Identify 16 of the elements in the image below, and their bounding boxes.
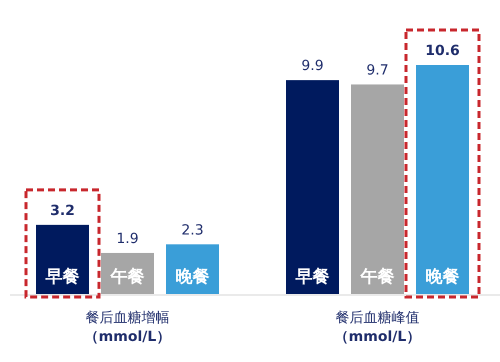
x-tick-label: 午餐 bbox=[110, 267, 144, 287]
text: （mmol/L） bbox=[84, 329, 170, 345]
x-tick-label: 午餐 bbox=[360, 267, 394, 287]
data-label: 9.7 bbox=[366, 62, 389, 78]
data-label: 2.3 bbox=[181, 222, 204, 238]
text: 餐后血糖增幅 bbox=[86, 310, 170, 326]
data-label: 3.2 bbox=[50, 202, 75, 219]
text: 餐后血糖峰值 bbox=[336, 310, 420, 326]
x-tick-label: 晚餐 bbox=[426, 267, 460, 287]
x-tick-label: 早餐 bbox=[294, 267, 330, 287]
data-label: 10.6 bbox=[425, 43, 460, 59]
x-tick-label: 早餐 bbox=[44, 267, 80, 287]
data-label: 9.9 bbox=[301, 58, 324, 74]
x-tick-label: 晚餐 bbox=[176, 267, 210, 287]
data-label: 1.9 bbox=[116, 230, 139, 247]
text: （mmol/L） bbox=[334, 329, 420, 345]
